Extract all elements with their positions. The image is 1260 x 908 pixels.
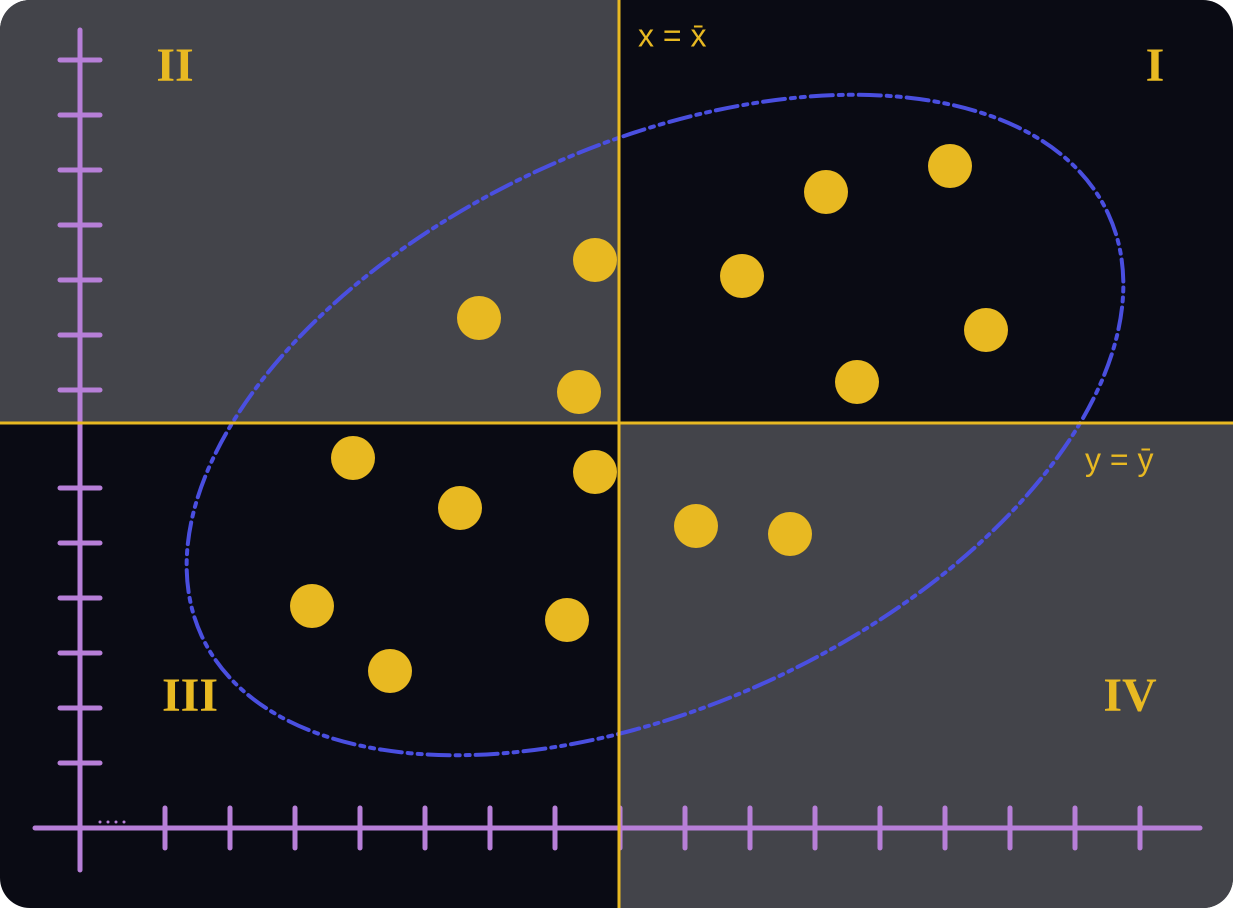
data-point [804, 170, 848, 214]
data-point [331, 436, 375, 480]
data-point [768, 512, 812, 556]
data-point [835, 360, 879, 404]
quadrant-label-iv: IV [1103, 669, 1157, 722]
quadrant-label-ii: II [156, 39, 193, 92]
data-point [438, 486, 482, 530]
data-point [368, 649, 412, 693]
y-mean-label: y = ȳ [1085, 441, 1153, 477]
scatter-quadrant-chart: IIIIIIIVx = x̄y = ȳ [0, 0, 1233, 908]
data-point [573, 450, 617, 494]
quadrant-label-iii: III [162, 669, 218, 722]
data-point [964, 308, 1008, 352]
data-point [557, 370, 601, 414]
x-mean-label: x = x̄ [638, 17, 706, 53]
data-point [720, 254, 764, 298]
origin-dot [123, 821, 126, 824]
data-point [457, 296, 501, 340]
data-point [545, 598, 589, 642]
data-point [928, 144, 972, 188]
data-point [573, 238, 617, 282]
origin-dot [115, 821, 118, 824]
origin-dot [107, 821, 110, 824]
origin-dot [99, 821, 102, 824]
data-point [290, 584, 334, 628]
data-point [674, 504, 718, 548]
quadrant-label-i: I [1146, 39, 1165, 92]
quadrant-ii-bg [0, 0, 619, 423]
